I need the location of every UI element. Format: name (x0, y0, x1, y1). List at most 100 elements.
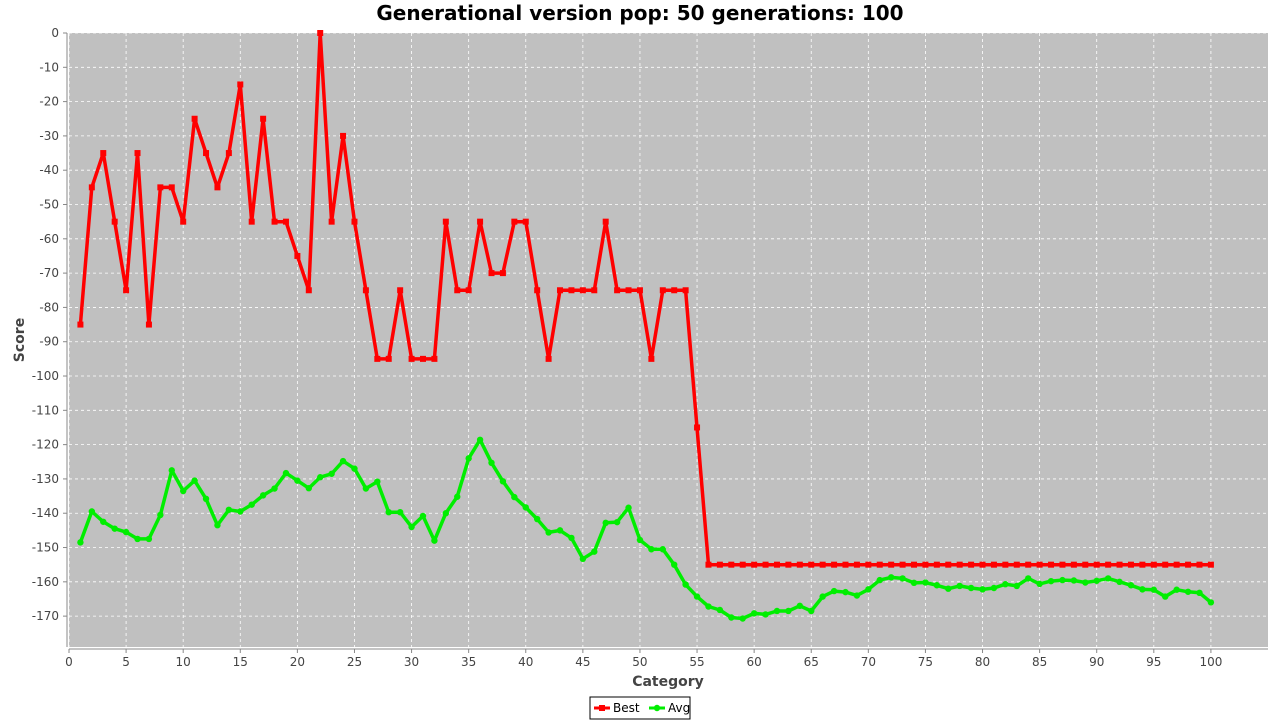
data-point (168, 467, 175, 474)
data-point (1036, 561, 1043, 568)
x-axis-ticks: 0 5 10 15 20 25 30 35 40 45 50 55 60 65 70 75 80 85 90 95 10… (65, 649, 1222, 669)
data-point (682, 581, 689, 588)
data-point (728, 614, 735, 621)
data-point (282, 469, 290, 477)
data-point (1127, 561, 1134, 568)
x-tick-label: 95 (1146, 655, 1161, 669)
data-point (488, 459, 495, 466)
data-point (636, 287, 643, 294)
data-point (694, 424, 701, 431)
data-point (899, 575, 906, 582)
data-point (545, 355, 552, 362)
data-point (945, 561, 952, 568)
data-point (203, 150, 210, 157)
data-point (317, 30, 324, 36)
data-point (1105, 561, 1112, 568)
data-point (682, 287, 689, 294)
data-point (305, 484, 312, 492)
x-tick-label: 0 (65, 655, 73, 669)
y-tick-label: -60 (39, 232, 59, 246)
data-point (762, 611, 769, 618)
data-point (831, 561, 838, 568)
data-point (271, 218, 278, 225)
data-point (180, 218, 187, 225)
data-point (910, 579, 918, 587)
data-point (408, 523, 415, 531)
data-point (419, 355, 426, 362)
data-point (1127, 582, 1135, 589)
data-point (1025, 575, 1032, 582)
data-point (168, 184, 175, 191)
data-point (260, 115, 267, 122)
x-tick-label: 15 (233, 655, 248, 669)
data-point (214, 522, 221, 529)
x-tick-label: 90 (1089, 655, 1104, 669)
data-point (248, 218, 255, 225)
data-point (716, 561, 723, 568)
data-point (522, 504, 529, 511)
data-point (785, 607, 792, 615)
legend-label: Avg (668, 701, 690, 715)
data-point (591, 548, 598, 555)
data-point (214, 184, 221, 191)
data-point (179, 487, 187, 495)
data-point (111, 525, 118, 532)
data-point (842, 588, 849, 596)
data-point (1116, 561, 1123, 568)
x-tick-label: 80 (975, 655, 990, 669)
data-point (819, 561, 826, 568)
data-point (351, 218, 358, 225)
data-point (568, 287, 575, 294)
data-point (339, 457, 347, 465)
data-point (876, 576, 883, 584)
data-point (922, 579, 929, 586)
legend-swatch-marker (599, 705, 605, 711)
legend-label: Best (613, 701, 640, 715)
data-point (385, 355, 392, 362)
data-point (933, 561, 940, 568)
y-tick-label: -170 (32, 609, 59, 623)
data-point (808, 607, 815, 615)
data-point (157, 184, 164, 191)
legend-item-avg: Avg (649, 701, 690, 715)
data-point (488, 270, 495, 277)
data-point (351, 465, 358, 472)
data-point (1116, 578, 1123, 586)
data-point (1047, 577, 1055, 585)
data-point (716, 606, 724, 614)
data-point (282, 218, 289, 225)
legend-box (589, 696, 691, 720)
data-point (225, 506, 233, 513)
data-point (294, 252, 301, 259)
data-point (396, 508, 404, 516)
y-tick-label: -80 (39, 300, 59, 314)
data-point (499, 270, 506, 277)
data-point (899, 561, 906, 568)
data-point (1082, 579, 1089, 586)
legend-swatch-marker (653, 704, 661, 712)
x-tick-label: 55 (689, 655, 704, 669)
data-point (1013, 582, 1020, 590)
data-point (431, 537, 438, 544)
data-point (659, 287, 666, 294)
data-point (522, 218, 529, 225)
data-point (1173, 561, 1180, 568)
data-point (613, 518, 621, 526)
data-point (865, 561, 872, 568)
y-tick-label: -20 (39, 95, 59, 109)
data-point (1184, 588, 1192, 595)
y-tick-label: -10 (39, 60, 59, 74)
data-point (1048, 561, 1055, 568)
data-point (145, 321, 152, 328)
data-point (88, 184, 95, 191)
data-point (191, 115, 198, 122)
data-point (705, 561, 712, 568)
data-point (477, 218, 484, 225)
x-tick-label: 40 (518, 655, 533, 669)
data-point (419, 512, 427, 520)
data-point (1093, 577, 1100, 584)
data-point (945, 585, 952, 592)
series-line-avg (78, 438, 1213, 621)
data-point (579, 287, 586, 294)
data-point (374, 355, 381, 362)
